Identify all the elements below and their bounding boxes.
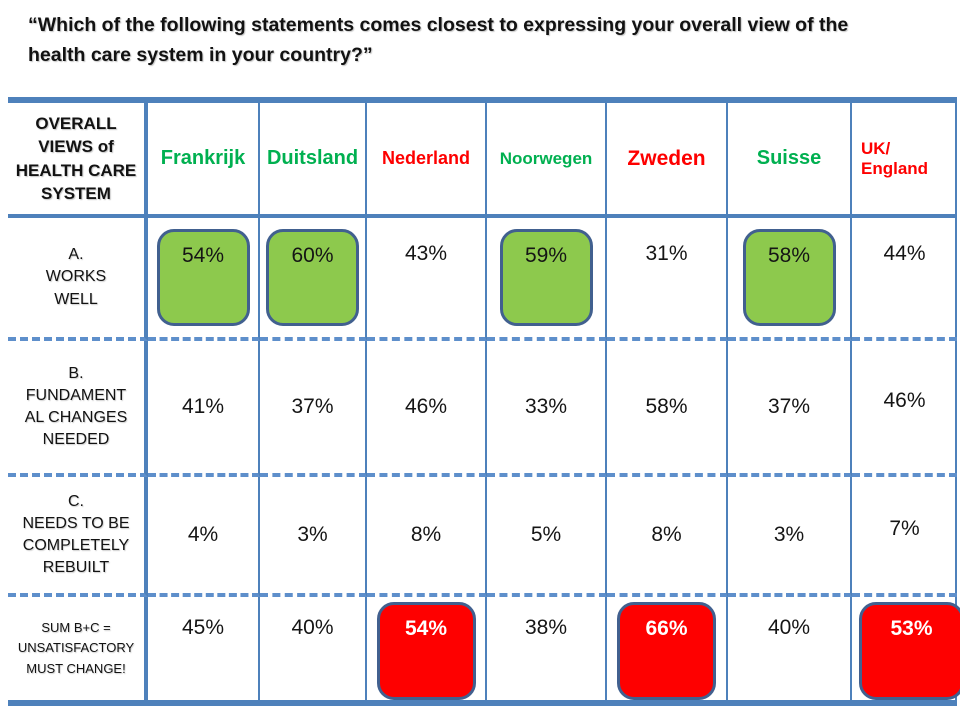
column-header-uk-england: UK/ England: [852, 103, 957, 218]
value-cell: 7%: [852, 477, 957, 597]
column-header-noorwegen: Noorwegen: [487, 103, 607, 218]
column-header-zweden: Zweden: [607, 103, 728, 218]
value-cell: 5%: [487, 477, 607, 597]
value-cell-highlight-green: 59%: [487, 218, 607, 341]
column-header-duitsland: Duitsland: [260, 103, 367, 218]
highlight-box-red: 66%: [617, 602, 716, 700]
value-cell: 40%: [728, 597, 852, 700]
row-label-sum-unsatisfactory: SUM B+C = UNSATISFACTORY MUST CHANGE!: [8, 597, 148, 700]
value-cell: 31%: [607, 218, 728, 341]
value-cell: 8%: [367, 477, 487, 597]
value-cell-highlight-green: 54%: [148, 218, 260, 341]
value-cell: 4%: [148, 477, 260, 597]
value-cell: 46%: [852, 341, 957, 477]
highlight-box-green: 60%: [266, 229, 359, 326]
row-label-works-well: A. WORKS WELL: [8, 218, 148, 341]
value-cell: 3%: [728, 477, 852, 597]
value-cell: 45%: [148, 597, 260, 700]
value-cell: 37%: [260, 341, 367, 477]
highlight-box-green: 54%: [156, 229, 250, 326]
value-cell-highlight-green: 60%: [260, 218, 367, 341]
corner-header: OVERALL VIEWS of HEALTH CARE SYSTEM: [8, 103, 148, 218]
value-cell-highlight-green: 58%: [728, 218, 852, 341]
value-cell: 8%: [607, 477, 728, 597]
row-label-fundamental-changes: B. FUNDAMENT AL CHANGES NEEDED: [8, 341, 148, 477]
highlight-box-green: 59%: [499, 229, 593, 326]
value-cell: 44%: [852, 218, 957, 341]
column-header-nederland: Nederland: [367, 103, 487, 218]
value-cell: 58%: [607, 341, 728, 477]
value-cell: 37%: [728, 341, 852, 477]
highlight-box-green: 58%: [742, 229, 836, 326]
highlight-box-red: 53%: [859, 602, 960, 700]
row-label-completely-rebuilt: C. NEEDS TO BE COMPLETELY REBUILT: [8, 477, 148, 597]
column-header-suisse: Suisse: [728, 103, 852, 218]
value-cell: 41%: [148, 341, 260, 477]
value-cell-highlight-red: 54%: [367, 597, 487, 700]
page-title: “Which of the following statements comes…: [28, 14, 849, 67]
value-cell: 43%: [367, 218, 487, 341]
results-table: OVERALL VIEWS of HEALTH CARE SYSTEM Fran…: [8, 97, 960, 706]
value-cell: 3%: [260, 477, 367, 597]
value-cell: 38%: [487, 597, 607, 700]
value-cell: 46%: [367, 341, 487, 477]
highlight-box-red: 54%: [376, 602, 476, 700]
value-cell-highlight-red: 53%: [852, 597, 960, 700]
column-header-frankrijk: Frankrijk: [148, 103, 260, 218]
value-cell: 33%: [487, 341, 607, 477]
value-cell-highlight-red: 66%: [607, 597, 728, 700]
value-cell: 40%: [260, 597, 367, 700]
